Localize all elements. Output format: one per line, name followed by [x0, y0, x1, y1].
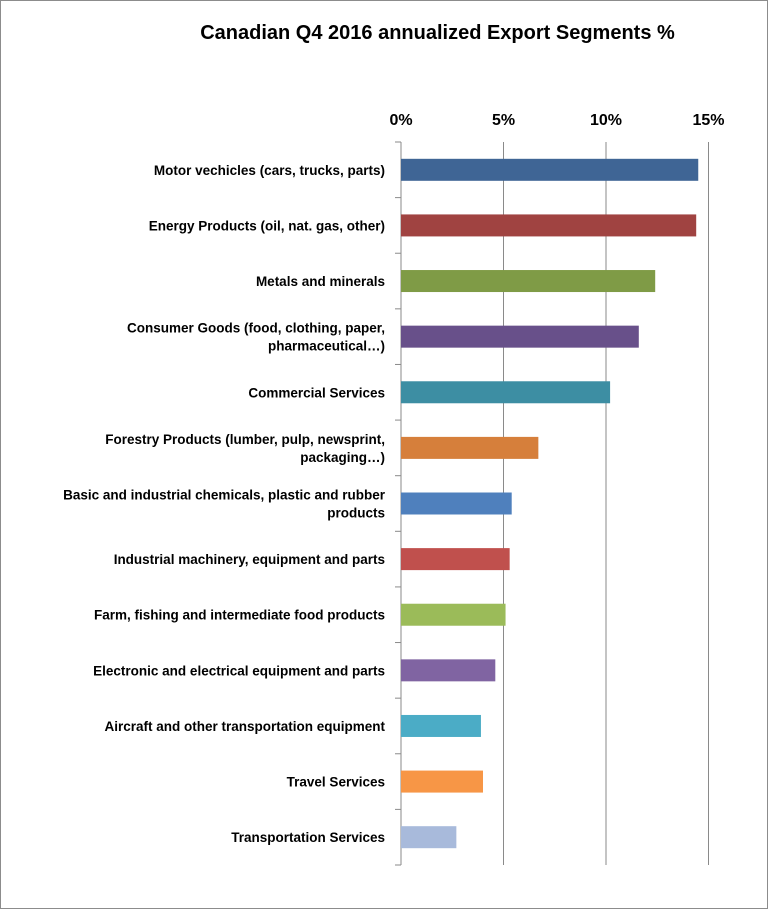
category-label: Transportation Services — [231, 830, 385, 845]
category-label-line: Commercial Services — [248, 385, 385, 400]
category-label: Farm, fishing and intermediate food prod… — [94, 608, 385, 623]
category-label: Motor vechicles (cars, trucks, parts) — [154, 163, 385, 178]
category-label-line: Energy Products (oil, nat. gas, other) — [149, 218, 385, 233]
category-label: Travel Services — [287, 775, 385, 790]
bar — [401, 214, 697, 237]
x-tick-label: 0% — [389, 112, 412, 129]
category-label-line: Aircraft and other transportation equipm… — [104, 719, 385, 734]
category-label-line: products — [327, 506, 385, 521]
bar — [401, 770, 483, 793]
bar — [401, 492, 512, 515]
category-label-line: Farm, fishing and intermediate food prod… — [94, 608, 385, 623]
x-tick-label: 15% — [692, 112, 724, 129]
category-label: Consumer Goods (food, clothing, paper, ph… — [127, 321, 385, 354]
bar — [401, 158, 699, 181]
category-label: Commercial Services — [248, 385, 385, 400]
category-label-line: Metals and minerals — [256, 274, 385, 289]
category-label: Energy Products (oil, nat. gas, other) — [149, 218, 385, 233]
category-label: Electronic and electrical equipment and … — [93, 663, 385, 678]
bar — [401, 714, 481, 737]
x-tick-label: 5% — [492, 112, 515, 129]
bar — [401, 270, 656, 293]
chart-title: Canadian Q4 2016 annualized Export Segme… — [200, 22, 675, 44]
x-tick-label: 10% — [590, 112, 622, 129]
bar — [401, 325, 639, 348]
category-label-line: Transportation Services — [231, 830, 385, 845]
bar — [401, 436, 539, 459]
category-label: Basic and industrial chemicals, plastic … — [63, 488, 386, 521]
bar — [401, 826, 457, 849]
category-label-line: pharmaceutical…) — [268, 339, 385, 354]
bar — [401, 603, 506, 626]
category-label: Metals and minerals — [256, 274, 385, 289]
category-label-line: packaging…) — [300, 450, 385, 465]
category-label: Forestry Products (lumber, pulp, newspri… — [105, 432, 385, 465]
category-label-line: Basic and industrial chemicals, plastic … — [63, 488, 386, 503]
category-label-line: Consumer Goods (food, clothing, paper, — [127, 321, 385, 336]
category-label: Aircraft and other transportation equipm… — [104, 719, 385, 734]
category-label-line: Motor vechicles (cars, trucks, parts) — [154, 163, 385, 178]
bar — [401, 381, 611, 404]
bar — [401, 548, 510, 571]
category-label-line: Electronic and electrical equipment and … — [93, 663, 385, 678]
category-label-line: Travel Services — [287, 775, 385, 790]
bar — [401, 659, 496, 682]
category-label-line: Forestry Products (lumber, pulp, newspri… — [105, 432, 385, 447]
category-label: Industrial machinery, equipment and part… — [114, 552, 385, 567]
category-label-line: Industrial machinery, equipment and part… — [114, 552, 385, 567]
